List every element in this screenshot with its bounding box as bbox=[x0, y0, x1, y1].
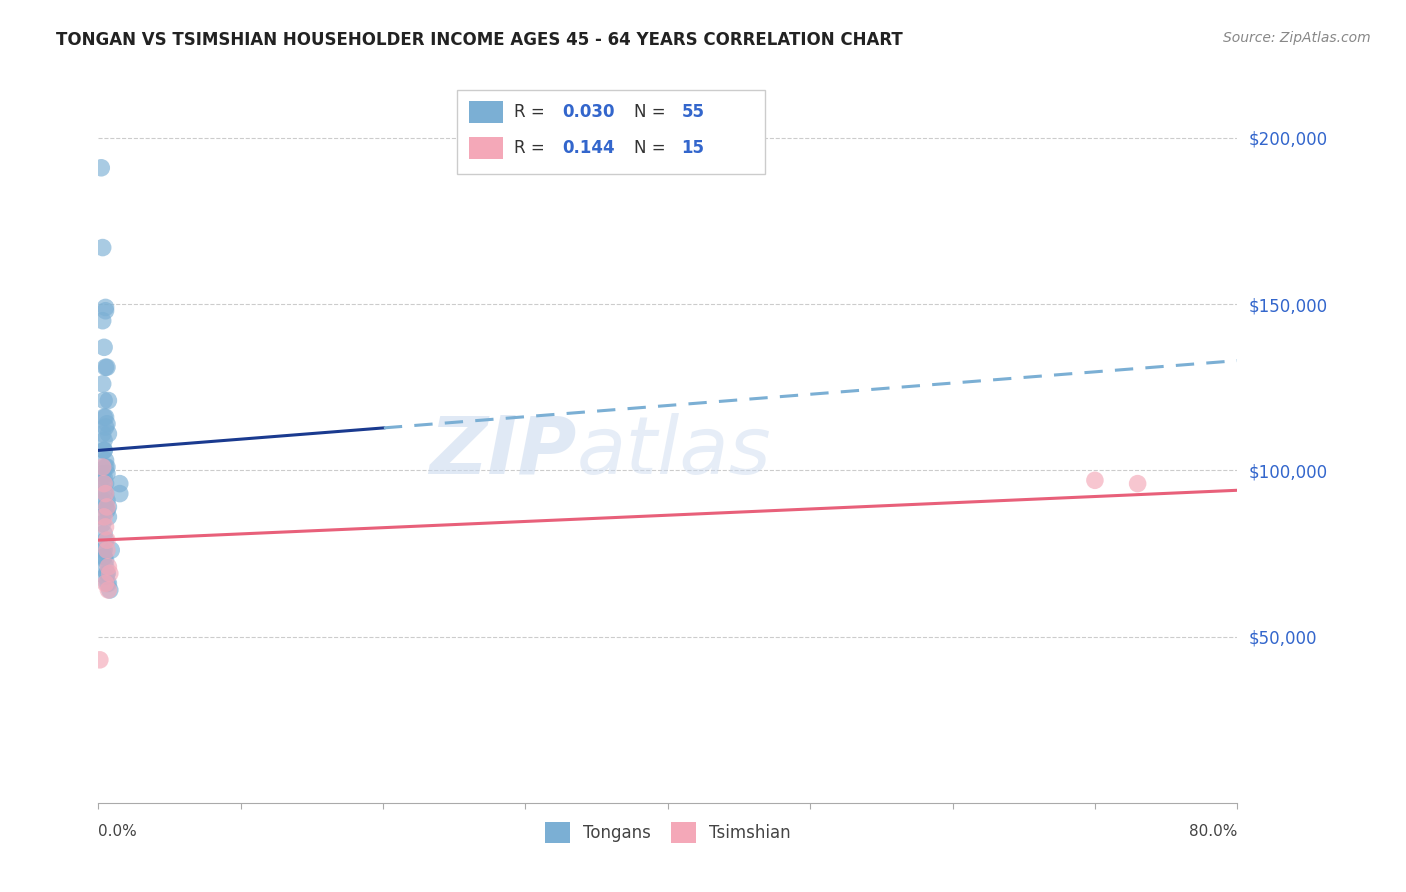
Point bbox=[91, 509, 114, 524]
Bar bbox=[468, 137, 503, 159]
Point bbox=[97, 582, 120, 597]
Point bbox=[93, 526, 115, 541]
Point bbox=[93, 470, 115, 484]
Point bbox=[93, 549, 115, 564]
Point bbox=[1126, 476, 1149, 491]
Point bbox=[96, 460, 118, 475]
Point bbox=[96, 493, 118, 508]
Text: 0.0%: 0.0% bbox=[98, 823, 138, 838]
Point bbox=[94, 460, 117, 475]
Text: 15: 15 bbox=[682, 139, 704, 157]
Point bbox=[96, 360, 118, 375]
Point bbox=[91, 493, 114, 508]
Point bbox=[94, 533, 117, 548]
Point bbox=[94, 301, 117, 315]
Point bbox=[94, 500, 117, 514]
Point bbox=[93, 483, 115, 498]
Point bbox=[89, 653, 111, 667]
Point bbox=[100, 543, 122, 558]
Text: N =: N = bbox=[634, 139, 671, 157]
Point bbox=[96, 566, 118, 581]
Point bbox=[93, 393, 115, 408]
Point bbox=[96, 576, 118, 591]
Point bbox=[93, 443, 115, 458]
Point bbox=[96, 500, 118, 514]
Text: 55: 55 bbox=[682, 103, 704, 120]
Point bbox=[93, 340, 115, 354]
Point bbox=[94, 576, 117, 591]
Text: R =: R = bbox=[515, 103, 550, 120]
Text: 0.144: 0.144 bbox=[562, 139, 614, 157]
Point bbox=[94, 570, 117, 584]
Point bbox=[91, 426, 114, 441]
Bar bbox=[468, 101, 503, 122]
Point bbox=[94, 486, 117, 500]
Legend: Tongans, Tsimshian: Tongans, Tsimshian bbox=[538, 815, 797, 849]
Point bbox=[96, 566, 118, 581]
FancyBboxPatch shape bbox=[457, 90, 765, 174]
Point bbox=[91, 314, 114, 328]
Point bbox=[94, 486, 117, 500]
Point bbox=[98, 582, 121, 597]
Point bbox=[94, 410, 117, 425]
Point bbox=[97, 393, 120, 408]
Point bbox=[96, 543, 118, 558]
Point bbox=[96, 417, 118, 431]
Point bbox=[96, 467, 118, 481]
Point bbox=[94, 360, 117, 375]
Point bbox=[91, 460, 114, 475]
Point bbox=[93, 410, 115, 425]
Point bbox=[94, 520, 117, 534]
Point bbox=[94, 559, 117, 574]
Point bbox=[96, 533, 118, 548]
Point bbox=[91, 241, 114, 255]
Point bbox=[93, 543, 115, 558]
Point bbox=[91, 376, 114, 391]
Point bbox=[108, 486, 131, 500]
Point bbox=[91, 467, 114, 481]
Point bbox=[94, 453, 117, 467]
Point bbox=[90, 161, 112, 175]
Point bbox=[97, 509, 120, 524]
Point bbox=[108, 476, 131, 491]
Text: ZIP: ZIP bbox=[429, 413, 576, 491]
Point bbox=[93, 443, 115, 458]
Point bbox=[93, 509, 115, 524]
Point bbox=[97, 500, 120, 514]
Point bbox=[91, 543, 114, 558]
Point bbox=[96, 503, 118, 517]
Point bbox=[94, 420, 117, 434]
Point bbox=[97, 559, 120, 574]
Point bbox=[94, 476, 117, 491]
Text: atlas: atlas bbox=[576, 413, 772, 491]
Text: R =: R = bbox=[515, 139, 550, 157]
Text: 80.0%: 80.0% bbox=[1189, 823, 1237, 838]
Point bbox=[98, 566, 121, 581]
Point bbox=[97, 426, 120, 441]
Point bbox=[93, 549, 115, 564]
Point bbox=[93, 476, 115, 491]
Point bbox=[91, 516, 114, 531]
Text: 0.030: 0.030 bbox=[562, 103, 614, 120]
Text: N =: N = bbox=[634, 103, 671, 120]
Point bbox=[94, 553, 117, 567]
Point bbox=[1084, 473, 1107, 487]
Text: TONGAN VS TSIMSHIAN HOUSEHOLDER INCOME AGES 45 - 64 YEARS CORRELATION CHART: TONGAN VS TSIMSHIAN HOUSEHOLDER INCOME A… bbox=[56, 31, 903, 49]
Point bbox=[94, 303, 117, 318]
Point bbox=[93, 476, 115, 491]
Point bbox=[97, 576, 120, 591]
Text: Source: ZipAtlas.com: Source: ZipAtlas.com bbox=[1223, 31, 1371, 45]
Point bbox=[93, 434, 115, 448]
